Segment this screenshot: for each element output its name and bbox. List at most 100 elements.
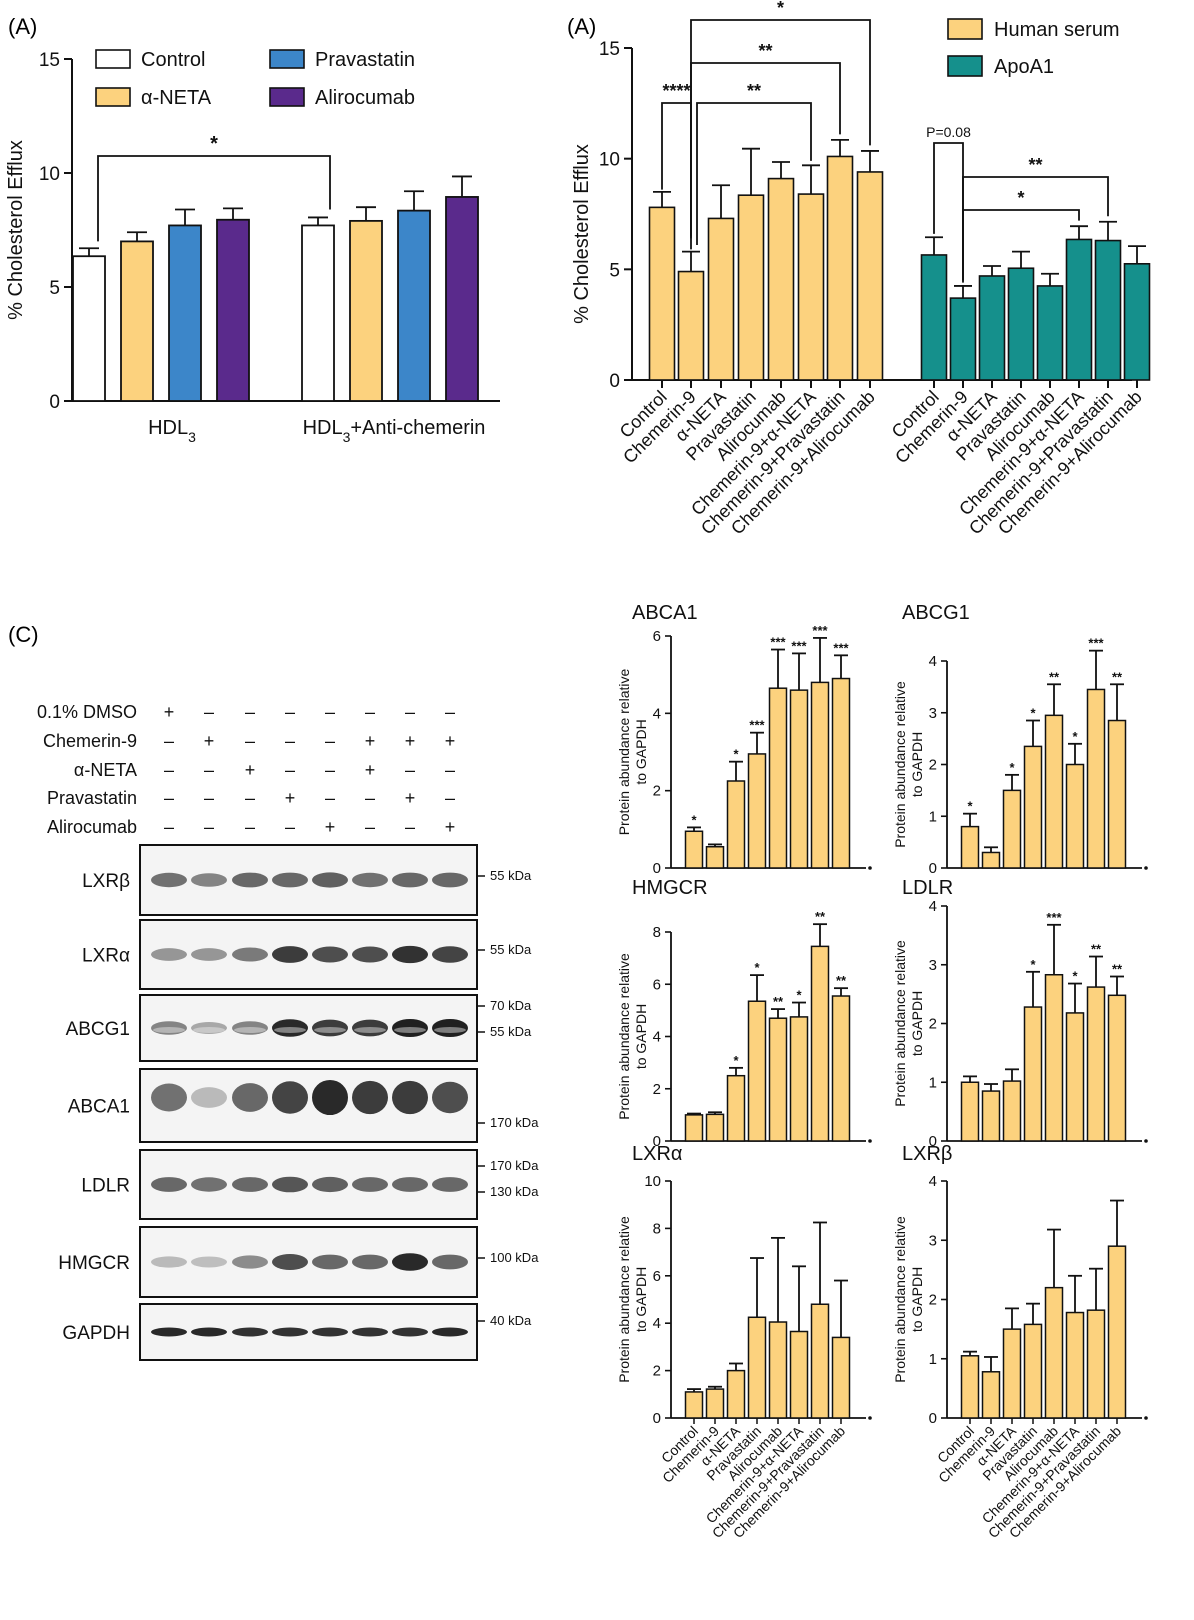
x-group-label: HDL3 — [148, 417, 196, 445]
condition-sign: – — [285, 760, 295, 780]
blot-protein-label: ABCG1 — [66, 1019, 130, 1040]
blot-band — [392, 945, 428, 964]
y-axis-label-line2: to GAPDH — [909, 1267, 925, 1332]
condition-sign: – — [405, 817, 415, 837]
significance-star: ** — [773, 994, 784, 1009]
blot-band — [272, 1327, 308, 1337]
y-tick-label: 5 — [49, 278, 60, 299]
y-tick-label: 2 — [929, 757, 937, 774]
blot-protein-label: LXRβ — [82, 871, 130, 892]
sig-bracket — [97, 155, 331, 242]
sig-bracket-label: * — [1017, 188, 1024, 208]
condition-sign: – — [325, 788, 335, 808]
y-axis-label-line2: to GAPDH — [633, 1004, 649, 1069]
blot-band — [232, 872, 268, 888]
sig-bracket-label: ** — [747, 81, 761, 101]
bar-6 — [1086, 1309, 1106, 1419]
bar-5 — [789, 1330, 809, 1419]
condition-sign: – — [365, 702, 375, 722]
sig-bracket — [962, 176, 1109, 281]
significance-star: *** — [833, 640, 849, 655]
bar-1-7 — [1123, 262, 1151, 381]
condition-sign: + — [405, 788, 416, 808]
x-group-label-main: HDL — [303, 417, 343, 439]
condition-label: Chemerin-9 — [43, 731, 137, 751]
chart-lxra: LXRα 0 2 4 6 8 10 Protein abundance relative to … — [616, 1143, 872, 1541]
blot-band — [151, 948, 187, 961]
axis-end-dot — [868, 866, 872, 870]
bar-2 — [726, 1369, 746, 1419]
y-tick-label: 4 — [929, 1173, 937, 1190]
bar-2 — [726, 780, 746, 869]
bar-7 — [831, 995, 851, 1142]
condition-sign: + — [204, 731, 215, 751]
bar-7 — [831, 677, 851, 869]
bar-0-7 — [856, 171, 884, 381]
axis-end-dot — [868, 1139, 872, 1143]
y-axis-label-line2: to GAPDH — [909, 732, 925, 797]
significance-star: *** — [770, 635, 786, 650]
legend-swatch — [947, 18, 983, 40]
bar-2 — [1002, 1080, 1022, 1142]
y-tick-label: 4 — [653, 705, 661, 722]
x-group-label-tail: +Anti-chemerin — [350, 417, 485, 439]
y-tick-label: 5 — [609, 260, 620, 281]
significance-star: *** — [1088, 636, 1104, 651]
condition-sign: – — [405, 702, 415, 722]
legend-label: ApoA1 — [994, 56, 1054, 78]
condition-sign: – — [325, 760, 335, 780]
bar-1-6 — [1094, 239, 1122, 381]
blot-band — [392, 1177, 428, 1192]
significance-star: ** — [1091, 942, 1102, 957]
condition-sign: – — [164, 731, 174, 751]
axis-end-dot — [1144, 866, 1148, 870]
bar-3 — [747, 1000, 767, 1142]
y-axis-label-line1: Protein abundance relative — [616, 669, 632, 836]
y-tick-label: 2 — [653, 1081, 661, 1098]
bar-1-1 — [349, 219, 383, 402]
legend-swatch — [269, 49, 305, 69]
blot-band — [432, 1177, 468, 1192]
blot-band — [232, 1327, 268, 1337]
bar-0-1 — [120, 240, 154, 402]
blot-band — [352, 1080, 388, 1115]
significance-star: * — [1072, 729, 1078, 744]
blot-band — [432, 1327, 468, 1337]
y-tick-label: 0 — [609, 371, 620, 392]
marker-label: 55 kDa — [490, 868, 532, 883]
y-tick-label: 0 — [49, 392, 60, 413]
significance-star: * — [1030, 957, 1036, 972]
y-tick-label: 3 — [929, 1232, 937, 1249]
condition-sign: – — [245, 788, 255, 808]
panel-label-c: (C) — [8, 622, 39, 647]
condition-sign: – — [325, 731, 335, 751]
blot-band — [191, 1087, 227, 1108]
chart-hmgcr: HMGCR 0 2 4 6 8 Protein abundance relative to G… — [616, 877, 872, 1150]
condition-sign: – — [445, 760, 455, 780]
significance-star: * — [733, 747, 739, 762]
western-blot-panel: 0.1% DMSO + – – – – – – – Chemerin-9 – + – – – + + + α-NET… — [37, 702, 539, 1361]
y-tick-label: 0 — [653, 1410, 661, 1427]
bar-0-3 — [216, 218, 250, 402]
bar-5 — [1065, 1311, 1085, 1419]
blot-protein-label: LXRα — [82, 946, 130, 967]
marker-label: 130 kDa — [490, 1184, 539, 1199]
blot-band — [151, 1177, 187, 1192]
condition-sign: + — [445, 731, 456, 751]
bar-0-2 — [168, 224, 202, 402]
blot-band — [272, 946, 308, 963]
blot-protein-label: ABCA1 — [68, 1097, 130, 1118]
blot-band — [312, 872, 348, 888]
chart-ldlr: LDLR 0 1 2 3 4 Protein abundance relative to GA… — [892, 877, 1148, 1150]
blot-band — [432, 872, 468, 888]
bar-1-5 — [1065, 238, 1093, 381]
bar-5 — [789, 1016, 809, 1142]
marker-label: 100 kDa — [490, 1250, 539, 1265]
bar-4 — [768, 1017, 788, 1142]
chart-lxrb: LXRβ 0 1 2 3 4 Protein abundance relative to GA… — [892, 1143, 1148, 1541]
sig-bracket — [696, 102, 812, 245]
bar-1-3 — [445, 196, 479, 402]
y-tick-label: 10 — [39, 164, 60, 185]
significance-star: ** — [1112, 962, 1123, 977]
